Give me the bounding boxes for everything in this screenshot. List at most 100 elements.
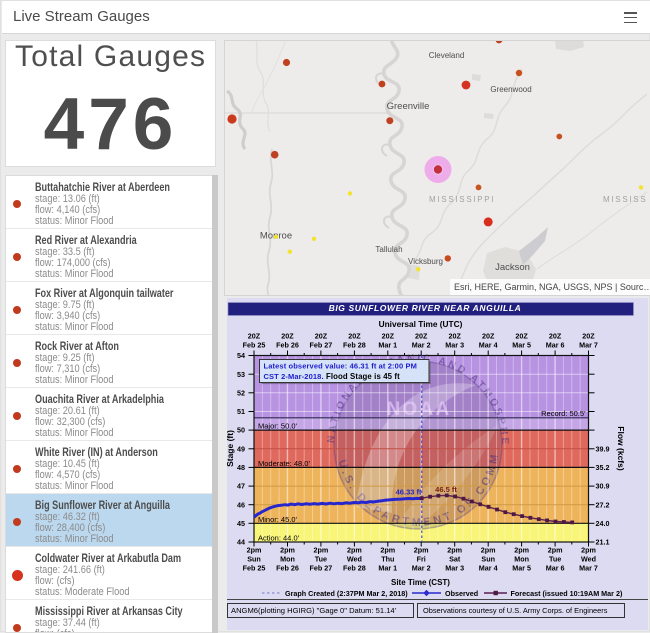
svg-text:Greenville: Greenville (387, 101, 430, 112)
svg-text:2pm: 2pm (347, 546, 362, 555)
svg-text:2pm: 2pm (280, 546, 295, 555)
svg-text:51: 51 (237, 407, 245, 416)
svg-text:20Z: 20Z (281, 332, 294, 341)
svg-text:44: 44 (237, 538, 245, 547)
svg-text:47: 47 (237, 482, 245, 491)
svg-text:46: 46 (237, 500, 245, 509)
svg-text:46.33 ft: 46.33 ft (396, 488, 422, 497)
svg-text:Cleveland: Cleveland (429, 51, 465, 60)
svg-text:Tue: Tue (549, 555, 561, 564)
svg-text:Wed: Wed (347, 555, 362, 564)
svg-text:CST 2-Mar-2018. Flood Stage i: CST 2-Mar-2018. Flood Stage is 45 ft (264, 372, 401, 381)
svg-text:Mar 5: Mar 5 (512, 564, 531, 573)
svg-text:2pm: 2pm (380, 546, 395, 555)
svg-text:2pm: 2pm (514, 546, 529, 555)
svg-text:20Z: 20Z (582, 332, 595, 341)
svg-text:53: 53 (237, 370, 245, 379)
svg-text:Feb 27: Feb 27 (310, 341, 333, 350)
svg-text:Vicksburg: Vicksburg (408, 257, 443, 266)
svg-text:Record: 50.5': Record: 50.5' (541, 409, 586, 418)
svg-text:Site Time (CST): Site Time (CST) (391, 578, 450, 587)
svg-text:20Z: 20Z (415, 332, 428, 341)
svg-text:Major: 50.0': Major: 50.0' (258, 422, 298, 431)
svg-text:Sun: Sun (481, 555, 495, 564)
svg-text:Mon: Mon (514, 555, 529, 564)
svg-text:Mar 6: Mar 6 (546, 341, 565, 350)
svg-text:Mar 4: Mar 4 (479, 564, 498, 573)
svg-text:20Z: 20Z (248, 332, 261, 341)
svg-text:21.1: 21.1 (596, 538, 610, 547)
svg-text:27.2: 27.2 (596, 500, 610, 509)
svg-text:Feb 25: Feb 25 (243, 564, 266, 573)
svg-text:Mar 3: Mar 3 (445, 564, 464, 573)
svg-text:2pm: 2pm (314, 546, 329, 555)
svg-text:20Z: 20Z (382, 332, 395, 341)
svg-text:Feb 26: Feb 26 (276, 341, 299, 350)
svg-text:Jackson: Jackson (495, 262, 530, 273)
svg-text:Observed: Observed (445, 589, 478, 598)
svg-text:MISSISSIPPI: MISSISSIPPI (429, 195, 495, 204)
svg-text:NOAA: NOAA (387, 399, 452, 420)
svg-text:ANGM6(plotting HGIRG) "Gage 0": ANGM6(plotting HGIRG) "Gage 0" Datum: 51… (231, 606, 397, 615)
svg-text:Tallulah: Tallulah (375, 245, 402, 254)
svg-text:49: 49 (237, 444, 245, 453)
svg-text:Stage (ft): Stage (ft) (227, 430, 235, 467)
svg-text:20Z: 20Z (549, 332, 562, 341)
svg-text:Feb 27: Feb 27 (310, 564, 333, 573)
svg-text:Action: 44.0': Action: 44.0' (258, 534, 300, 543)
svg-text:2pm: 2pm (581, 546, 596, 555)
svg-text:Feb 28: Feb 28 (343, 341, 366, 350)
svg-text:Greenwood: Greenwood (490, 85, 531, 94)
svg-text:Universal Time (UTC): Universal Time (UTC) (379, 319, 463, 329)
svg-text:Sat: Sat (449, 555, 461, 564)
svg-text:Esri, HERE, Garmin, NGA, USGS,: Esri, HERE, Garmin, NGA, USGS, NPS | Sou… (454, 282, 650, 292)
svg-text:Mar 1: Mar 1 (378, 341, 397, 350)
svg-text:20Z: 20Z (449, 332, 462, 341)
svg-text:Observations courtesy of U.S.: Observations courtesy of U.S. Army Corps… (423, 606, 608, 615)
svg-text:Mar 2: Mar 2 (412, 564, 431, 573)
svg-text:Forecast (issued 10:19AM Mar 2: Forecast (issued 10:19AM Mar 2) (511, 589, 623, 598)
svg-text:50: 50 (237, 426, 245, 435)
svg-text:Mar 1: Mar 1 (378, 564, 397, 573)
svg-text:Feb 26: Feb 26 (276, 564, 299, 573)
svg-text:20Z: 20Z (515, 332, 528, 341)
svg-text:Mar 2: Mar 2 (412, 341, 431, 350)
svg-text:Flow (kcfs): Flow (kcfs) (616, 426, 626, 471)
svg-text:Thu: Thu (381, 555, 394, 564)
svg-text:52: 52 (237, 388, 245, 397)
svg-text:Moderate: 48.0': Moderate: 48.0' (258, 459, 310, 468)
svg-text:2pm: 2pm (247, 546, 262, 555)
svg-text:Mar 6: Mar 6 (546, 564, 565, 573)
svg-text:Graph Created (2:37PM Mar 2, 2: Graph Created (2:37PM Mar 2, 2018) (285, 589, 408, 598)
svg-text:Mon: Mon (280, 555, 295, 564)
svg-text:39.9: 39.9 (596, 444, 610, 453)
svg-text:Tue: Tue (315, 555, 327, 564)
svg-text:Mar 3: Mar 3 (445, 341, 464, 350)
svg-text:20Z: 20Z (315, 332, 328, 341)
svg-text:46.5 ft: 46.5 ft (435, 485, 457, 494)
svg-text:20Z: 20Z (348, 332, 361, 341)
svg-text:Wed: Wed (581, 555, 596, 564)
svg-text:MISSISS: MISSISS (603, 195, 647, 204)
svg-text:54: 54 (237, 351, 245, 360)
svg-text:2pm: 2pm (447, 546, 462, 555)
svg-text:Mar 4: Mar 4 (479, 341, 498, 350)
svg-text:45: 45 (237, 519, 245, 528)
svg-text:Mar 7: Mar 7 (579, 341, 598, 350)
svg-text:Feb 28: Feb 28 (343, 564, 366, 573)
svg-text:2pm: 2pm (481, 546, 496, 555)
svg-text:Feb 25: Feb 25 (243, 341, 266, 350)
svg-text:35.2: 35.2 (596, 463, 610, 472)
svg-text:Sun: Sun (247, 555, 261, 564)
svg-text:Minor: 45.0': Minor: 45.0' (258, 515, 298, 524)
svg-text:30.9: 30.9 (596, 482, 610, 491)
svg-text:Latest observed value: 46.31 f: Latest observed value: 46.31 ft at 2:00 … (264, 362, 417, 371)
svg-text:BIG SUNFLOWER RIVER NEAR ANGUI: BIG SUNFLOWER RIVER NEAR ANGUILLA (329, 303, 522, 313)
svg-text:Fri: Fri (417, 555, 426, 564)
svg-text:2pm: 2pm (548, 546, 563, 555)
svg-text:20Z: 20Z (482, 332, 495, 341)
svg-text:Mar 5: Mar 5 (512, 341, 531, 350)
svg-text:2pm: 2pm (414, 546, 429, 555)
svg-text:Mar 7: Mar 7 (579, 564, 598, 573)
svg-text:48: 48 (237, 463, 245, 472)
